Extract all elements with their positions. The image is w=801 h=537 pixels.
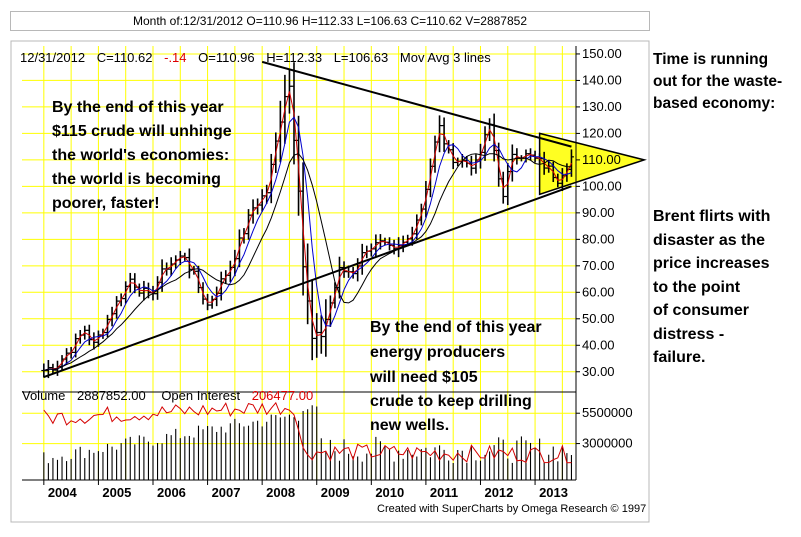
side-note-line: Time is running bbox=[653, 51, 769, 68]
x-tick-label: 2012 bbox=[484, 485, 513, 500]
x-tick-label: 2010 bbox=[375, 485, 404, 500]
side-note-line: out for the waste- bbox=[653, 73, 783, 90]
annotation-producers-line: By the end of this year bbox=[370, 319, 542, 336]
x-tick-label: 2005 bbox=[102, 485, 131, 500]
annotation-unhinge-line: poorer, faster! bbox=[52, 195, 160, 212]
side-note-brent: Brent flirts with disaster as the price … bbox=[653, 205, 798, 370]
price-tick-label: 110.00 bbox=[582, 152, 621, 167]
header-low: L=106.63 bbox=[334, 50, 389, 65]
volume-tick-label: 3000000 bbox=[582, 436, 633, 451]
annotation-unhinge-line: the world's economies: bbox=[52, 147, 229, 164]
annotation-producers-line: crude to keep drilling bbox=[370, 393, 532, 410]
price-tick-label: 140.00 bbox=[582, 72, 622, 87]
volume-label: Volume bbox=[22, 388, 65, 403]
price-tick-label: 150.00 bbox=[582, 46, 622, 61]
window-title: Month of:12/31/2012 O=110.96 H=112.33 L=… bbox=[10, 11, 650, 31]
open-interest-line bbox=[43, 401, 572, 464]
moving-averages bbox=[43, 91, 572, 371]
oi-label: Open Interest bbox=[161, 388, 240, 403]
side-note-line: disaster as the bbox=[653, 231, 766, 249]
header-open: O=110.96 bbox=[198, 50, 255, 65]
x-tick-label: 2004 bbox=[48, 485, 78, 500]
x-tick-label: 2013 bbox=[539, 485, 568, 500]
mov-avg-slow bbox=[43, 153, 572, 371]
volume-header: Volume 2887852.00 Open Interest 206477.0… bbox=[22, 388, 313, 403]
mov-avg-fast bbox=[43, 91, 572, 371]
chart-footer: Created with SuperCharts by Omega Resear… bbox=[377, 503, 646, 515]
side-note-line: to the point bbox=[653, 278, 741, 296]
x-tick-label: 2007 bbox=[212, 485, 241, 500]
x-tick-label: 2008 bbox=[266, 485, 295, 500]
header-high: H=112.33 bbox=[266, 50, 322, 65]
price-tick-label: 80.00 bbox=[582, 231, 615, 246]
price-tick-label: 60.00 bbox=[582, 284, 615, 299]
yellow-wedge bbox=[538, 132, 647, 196]
x-tick-label: 2009 bbox=[321, 485, 350, 500]
volume-bars bbox=[43, 405, 573, 480]
price-tick-label: 40.00 bbox=[582, 337, 615, 352]
trend-lines bbox=[43, 60, 572, 378]
header-change: -.14 bbox=[164, 50, 186, 65]
annotation-unhinge: By the end of this year $115 crude will … bbox=[52, 99, 232, 212]
oi-value: 206477.00 bbox=[252, 388, 313, 403]
axes: 30.00 40.00 50.00 60.00 70.00 80.00 90.00 100.0… bbox=[22, 46, 633, 500]
price-tick-label: 50.00 bbox=[582, 311, 615, 326]
trend-line-upper bbox=[261, 60, 572, 148]
annotation-producers-line: will need $105 bbox=[369, 369, 478, 386]
price-tick-label: 100.00 bbox=[582, 178, 622, 193]
price-tick-label: 120.00 bbox=[582, 125, 622, 140]
trend-line-lower bbox=[43, 185, 572, 378]
price-tick-label: 130.00 bbox=[582, 99, 622, 114]
annotation-unhinge-line: $115 crude will unhinge bbox=[52, 123, 232, 140]
side-note-time: Time is running out for the waste- based… bbox=[653, 49, 798, 115]
chart-labels: 12/31/2012 C=110.62 -.14 O=110.96 H=112.… bbox=[20, 50, 646, 515]
price-tick-label: 30.00 bbox=[582, 364, 615, 379]
price-header: 12/31/2012 C=110.62 -.14 O=110.96 H=112.… bbox=[20, 50, 491, 65]
side-note-line: distress - bbox=[653, 325, 725, 343]
annotation-unhinge-line: By the end of this year bbox=[52, 99, 224, 116]
x-tick-label: 2006 bbox=[157, 485, 186, 500]
side-note-line: price increases bbox=[653, 255, 770, 272]
volume-tick-label: 5500000 bbox=[582, 405, 633, 420]
annotation-producers-line: new wells. bbox=[370, 417, 449, 434]
header-date: 12/31/2012 bbox=[20, 50, 85, 65]
wedge-triangle bbox=[538, 132, 647, 196]
annotation-producers: By the end of this year energy producers… bbox=[369, 319, 542, 434]
volume-value: 2887852.00 bbox=[77, 388, 146, 403]
price-tick-label: 70.00 bbox=[582, 258, 615, 273]
side-note-line: based economy: bbox=[653, 95, 776, 112]
x-tick-label: 2011 bbox=[430, 485, 458, 500]
side-note-line: Brent flirts with bbox=[653, 208, 771, 225]
annotation-unhinge-line: the world is becoming bbox=[52, 171, 221, 188]
header-close: C=110.62 bbox=[97, 50, 153, 65]
header-study: Mov Avg 3 lines bbox=[400, 50, 491, 65]
mov-avg-mid bbox=[43, 116, 572, 371]
side-note-line: of consumer bbox=[653, 302, 750, 319]
open-interest-path bbox=[43, 401, 572, 464]
side-note-line: failure. bbox=[653, 349, 706, 366]
price-tick-label: 90.00 bbox=[582, 205, 615, 220]
annotation-producers-line: energy producers bbox=[370, 344, 505, 361]
